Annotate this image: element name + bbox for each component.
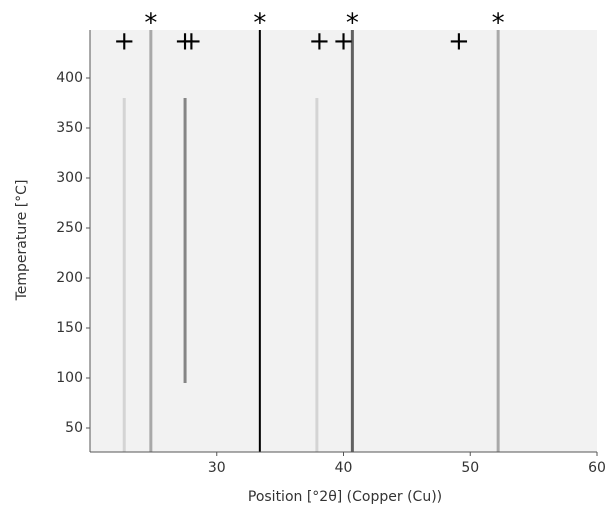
x-tick-label: 30 <box>208 460 226 476</box>
x-axis-label: Position [°2θ] (Copper (Cu)) <box>248 489 442 505</box>
y-axis-label: Temperature [°C] <box>14 180 30 302</box>
x-tick-label: 40 <box>335 460 353 476</box>
y-tick-label: 100 <box>56 370 83 386</box>
y-tick-label: 400 <box>56 70 83 86</box>
plot-background <box>90 30 597 452</box>
phase-marker: + <box>113 27 135 57</box>
y-tick-label: 150 <box>56 320 83 336</box>
streak <box>149 30 153 452</box>
streak <box>183 98 187 383</box>
phase-marker: * <box>346 9 359 39</box>
phase-marker: * <box>144 9 157 39</box>
streak <box>350 30 354 452</box>
phase-marker: + <box>181 27 203 57</box>
y-tick-label: 300 <box>56 170 83 186</box>
y-tick-label: 200 <box>56 270 83 286</box>
streak <box>496 30 500 452</box>
phase-marker: + <box>309 27 331 57</box>
phase-marker: + <box>333 27 355 57</box>
streak <box>122 98 126 452</box>
y-tick-label: 50 <box>65 420 83 436</box>
x-tick-label: 50 <box>461 460 479 476</box>
phase-marker: + <box>448 27 470 57</box>
phase-marker: + <box>174 27 196 57</box>
y-tick-label: 250 <box>56 220 83 236</box>
streak <box>315 98 319 452</box>
y-tick-label: 350 <box>56 120 83 136</box>
streak <box>258 30 261 452</box>
x-tick-label: 60 <box>588 460 606 476</box>
phase-marker: * <box>492 9 505 39</box>
phase-marker: * <box>253 9 266 39</box>
